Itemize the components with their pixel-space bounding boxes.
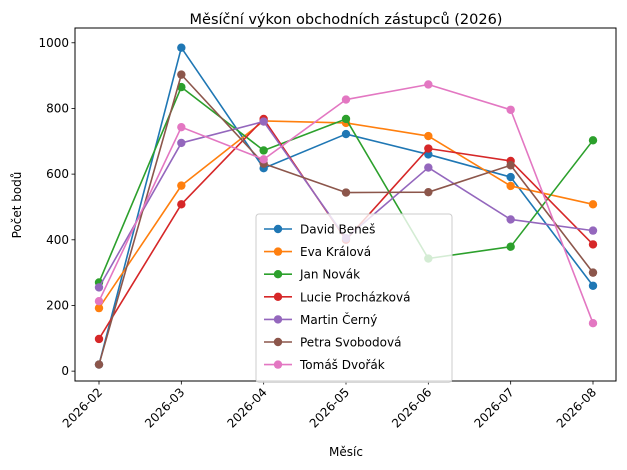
data-point [94, 297, 104, 306]
legend-frame [255, 213, 453, 383]
data-point [259, 155, 268, 164]
y-tick-label: 200 [46, 298, 69, 312]
series-jan-novak [94, 82, 598, 287]
legend-swatch-marker [273, 224, 283, 234]
data-point [424, 163, 433, 172]
legend-swatch-marker [273, 247, 283, 256]
x-tick-label: 2026-04 [224, 385, 269, 430]
series-petra-svobodova [94, 70, 598, 369]
data-point [588, 268, 598, 277]
data-point [506, 161, 515, 170]
y-axis: 0 200 400 600 800 1000 [38, 36, 75, 378]
x-tick-label: 2026-08 [554, 385, 599, 430]
legend-label: Eva Králová [300, 245, 371, 259]
data-point [177, 122, 186, 132]
y-tick-label: 1000 [38, 36, 69, 50]
data-point [424, 187, 433, 197]
data-point [94, 283, 104, 292]
data-point [588, 136, 598, 145]
y-tick-label: 0 [61, 364, 69, 378]
legend-item: Jan Novák [264, 268, 360, 282]
data-point [177, 43, 186, 52]
data-point [506, 105, 515, 114]
data-point [588, 281, 598, 290]
series-layer [94, 43, 598, 369]
data-point [588, 200, 598, 209]
data-point [588, 319, 598, 328]
legend: David Beneš Eva Králová Jan Novák Lucie Pro… [255, 213, 453, 383]
legend-label: Jan Novák [299, 268, 360, 282]
x-tick-label: 2026-06 [389, 385, 434, 430]
legend-label: Petra Svobodová [300, 336, 401, 350]
data-point [94, 360, 104, 369]
data-point [177, 200, 186, 209]
legend-item: Eva Králová [264, 245, 371, 259]
x-axis-label: Měsíc [329, 445, 363, 459]
data-point [341, 95, 351, 104]
x-tick-label: 2026-05 [307, 385, 352, 430]
data-point [177, 138, 186, 148]
x-axis: 2026-02 2026-03 2026-04 2026-05 2026-06 2026-… [60, 381, 599, 431]
data-point [588, 240, 598, 249]
legend-swatch-marker [273, 337, 283, 347]
data-point [341, 114, 351, 124]
series-tomas-dvorak [94, 80, 598, 328]
data-point [177, 181, 186, 190]
legend-swatch-marker [273, 315, 283, 324]
legend-swatch-marker [273, 270, 283, 279]
data-point [341, 129, 351, 139]
data-point [424, 131, 433, 141]
legend-item: Petra Svobodová [264, 336, 401, 350]
legend-label: Lucie Procházková [300, 290, 410, 304]
y-tick-label: 600 [46, 167, 69, 181]
data-point [177, 70, 186, 79]
legend-item: Tomáš Dvořák [264, 358, 385, 372]
legend-swatch-marker [273, 360, 283, 369]
data-point [424, 150, 433, 159]
y-tick-label: 800 [46, 101, 69, 115]
data-point [259, 117, 268, 126]
legend-label: David Beneš [300, 223, 375, 237]
y-tick-label: 400 [46, 233, 69, 247]
legend-label: Martin Černý [300, 312, 377, 327]
legend-item: David Beneš [264, 223, 375, 237]
data-point [259, 146, 268, 155]
data-point [177, 82, 186, 92]
chart-title: Měsíční výkon obchodních zástupců (2026) [190, 12, 503, 28]
data-point [94, 334, 104, 344]
x-tick-label: 2026-02 [60, 385, 105, 430]
y-axis-label: Počet bodů [10, 172, 24, 239]
data-point [341, 188, 351, 197]
legend-label: Tomáš Dvořák [299, 358, 385, 372]
legend-swatch-marker [273, 292, 283, 301]
data-point [424, 144, 433, 153]
data-point [94, 303, 104, 313]
data-point [506, 242, 515, 251]
x-tick-label: 2026-03 [142, 385, 187, 430]
data-point [506, 215, 515, 224]
data-point [506, 181, 515, 191]
legend-item: Martin Černý [264, 312, 377, 327]
data-point [588, 226, 598, 235]
legend-item: Lucie Procházková [264, 290, 410, 304]
x-tick-label: 2026-07 [471, 385, 516, 430]
data-point [424, 80, 433, 89]
data-point [506, 172, 515, 182]
